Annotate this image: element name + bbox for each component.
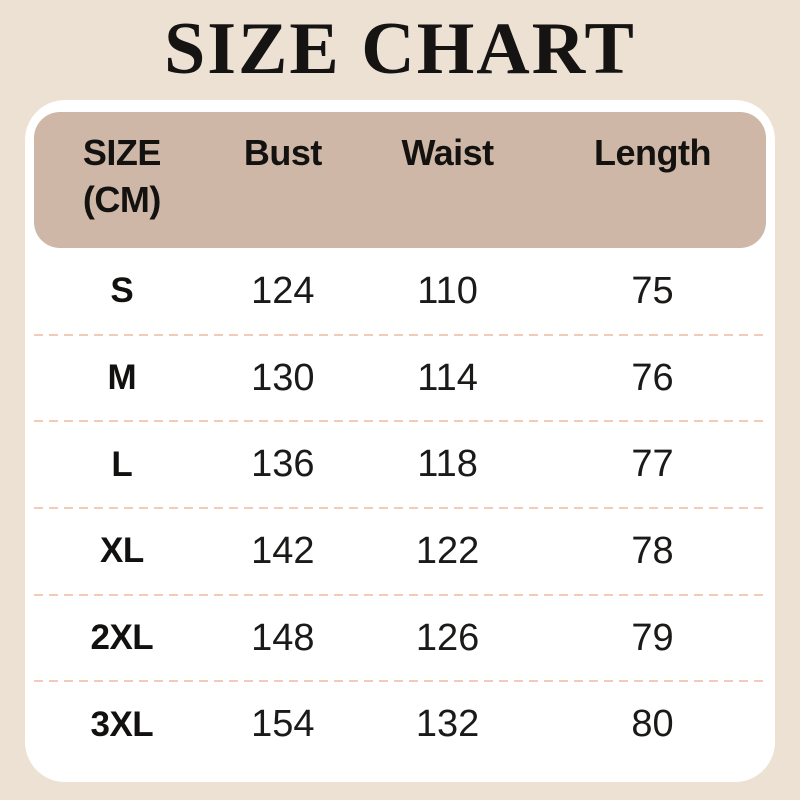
size-chart-card: SIZE (CM) Bust Waist Length S 124 110 75…: [25, 100, 775, 782]
table-row-l: L 136 118 77: [34, 421, 766, 509]
table-row-s: S 124 110 75: [34, 248, 766, 336]
length-value: 78: [631, 529, 674, 572]
waist-value: 110: [417, 269, 478, 312]
bust-value: 130: [251, 356, 315, 399]
table-body: S 124 110 75 M 130 114 76 L 136 118 77 X…: [34, 248, 766, 768]
table-row-2xl: 2XL 148 126 79: [34, 595, 766, 683]
row-size-label: 3XL: [90, 704, 154, 744]
table-row-3xl: 3XL 154 132 80: [34, 681, 766, 768]
bust-value: 154: [251, 703, 315, 746]
table-row-xl: XL 142 122 78: [34, 508, 766, 596]
header-cell-bust: Bust: [243, 132, 323, 173]
bust-value: 136: [251, 443, 315, 486]
header-cell-waist: Waist: [401, 132, 494, 173]
row-size-label: L: [111, 444, 133, 484]
row-size-label: XL: [99, 531, 144, 571]
bust-value: 124: [251, 269, 315, 312]
waist-value: 114: [417, 356, 478, 399]
waist-value: 126: [415, 616, 480, 659]
row-size-label: M: [107, 358, 137, 397]
row-size-label: 2XL: [90, 618, 154, 658]
table-row-m: M 130 114 76: [34, 335, 766, 423]
waist-value: 132: [415, 703, 480, 746]
bust-value: 142: [251, 529, 315, 572]
header-cell-size: SIZE (CM): [34, 112, 210, 248]
length-value: 80: [631, 703, 674, 746]
row-size-label: S: [110, 271, 134, 311]
length-value: 76: [631, 356, 674, 399]
waist-value: 122: [415, 529, 480, 572]
size-chart-page: SIZE CHART SIZE (CM) Bust Waist Length S…: [0, 0, 800, 782]
header-cell-length: Length: [594, 132, 711, 173]
header-size-label: SIZE: [82, 132, 162, 173]
length-value: 79: [631, 616, 674, 659]
header-size-unit: (CM): [82, 179, 161, 220]
waist-value: 118: [417, 443, 478, 486]
length-value: 77: [631, 443, 674, 486]
table-header: SIZE (CM) Bust Waist Length: [34, 112, 766, 248]
page-title: SIZE CHART: [164, 8, 636, 90]
bust-value: 148: [251, 616, 315, 659]
length-value: 75: [631, 269, 674, 312]
